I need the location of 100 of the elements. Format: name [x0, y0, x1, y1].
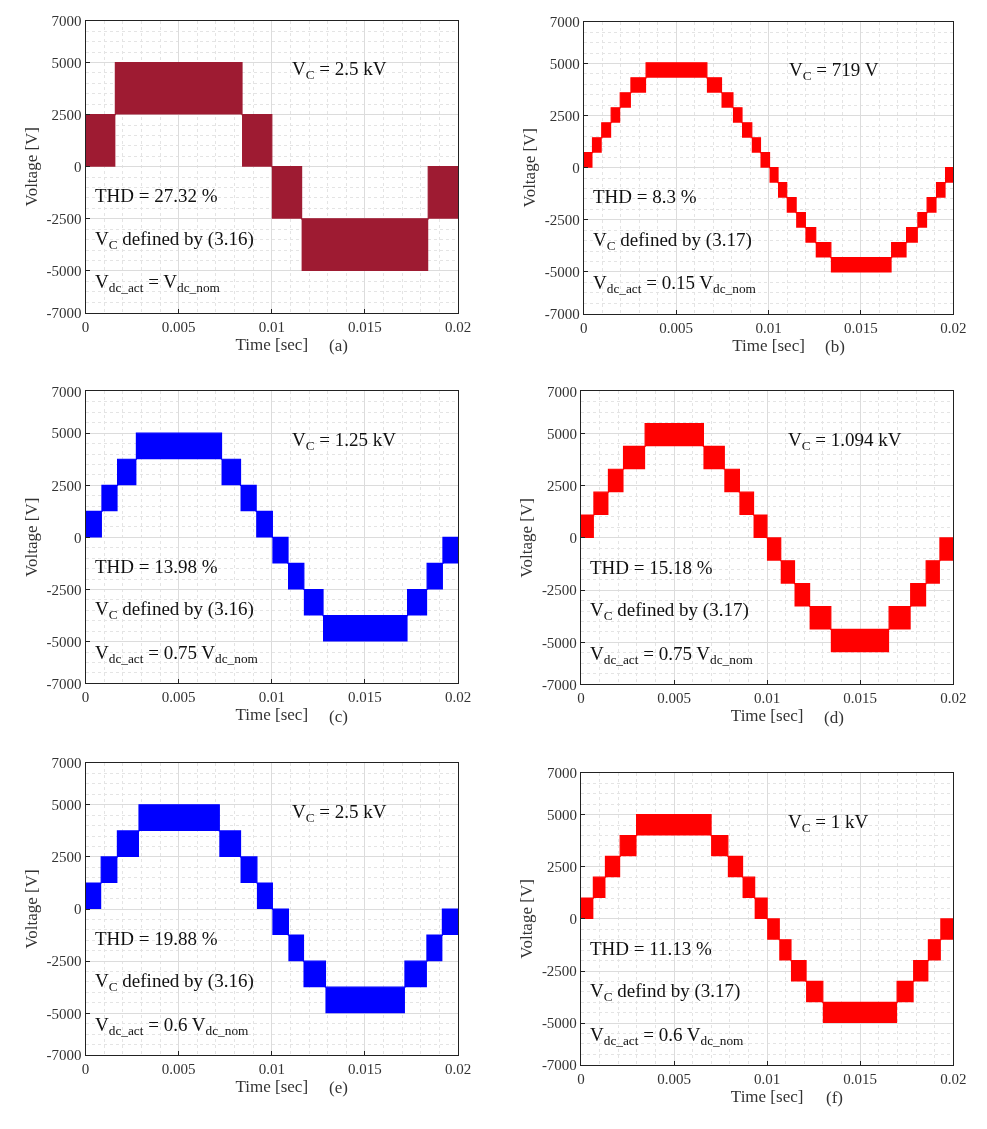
y-tick-label: 7000: [51, 383, 82, 400]
y-axis-title: Voltage [V]: [22, 869, 42, 949]
annotation: THD = 19.88 %: [95, 928, 218, 949]
annotation: V$_{dc_act}$ = 0.6 V$_{dc_nom}$: [95, 1014, 250, 1038]
x-tick-label: 0.005: [659, 319, 694, 336]
y-tick-label: 0: [572, 159, 580, 176]
x-tick-label: 0.02: [444, 689, 472, 706]
y-tick-label: -2500: [541, 582, 577, 599]
x-tick-label: 0.015: [348, 1060, 382, 1077]
y-tick-label: -2500: [541, 963, 577, 980]
y-tick-label: -7000: [541, 676, 577, 693]
x-axis-title: Time [sec]: [235, 705, 309, 725]
annotation: V$_{dc_act}$ = 0.75 V$_{dc_nom}$: [95, 642, 259, 666]
x-tick-label: 0.02: [444, 1060, 472, 1077]
y-tick-label: 7000: [546, 383, 577, 400]
y-tick-label: -7000: [544, 305, 580, 322]
x-tick-label: 0.015: [348, 318, 382, 335]
y-tick-label: 0: [569, 530, 577, 547]
y-tick-label: 5000: [546, 425, 577, 442]
y-tick-label: 0: [569, 911, 577, 928]
y-tick-label: 5000: [549, 55, 580, 72]
annotation: V$_{C}$ defind by (3.17): [590, 980, 741, 1004]
x-tick-label: 0.015: [844, 319, 878, 336]
y-tick-label: -2500: [46, 581, 82, 598]
y-axis-title: Voltage [V]: [517, 879, 537, 959]
x-axis-title: Time [sec]: [235, 334, 309, 354]
annotation: V$_{dc_act}$ = V$_{dc_nom}$: [95, 271, 221, 295]
annotation: V$_{dc_act}$ = 0.75 V$_{dc_nom}$: [590, 643, 754, 667]
y-tick-label: -7000: [46, 304, 82, 321]
annotation: V$_{C}$ = 1.25 kV: [292, 429, 397, 453]
annotation: V$_{C}$ defined by (3.16): [95, 970, 254, 994]
x-tick-label: 0.015: [348, 689, 382, 706]
y-tick-label: 2500: [546, 477, 577, 494]
annotation: V$_{C}$ defined by (3.17): [593, 229, 752, 253]
x-tick-label: 0.02: [940, 1070, 967, 1087]
y-tick-label: 2500: [51, 849, 82, 866]
text: (f): [826, 1088, 843, 1107]
annotation: V$_{dc_act}$ = 0.6 V$_{dc_nom}$: [590, 1024, 745, 1048]
x-tick-label: 0.015: [843, 690, 878, 707]
y-axis-title: Voltage [V]: [22, 497, 42, 578]
annotation: V$_{C}$ = 2.5 kV: [292, 801, 387, 825]
text: (b): [825, 337, 845, 356]
y-tick-label: 5000: [51, 54, 82, 71]
annotation: THD = 13.98 %: [95, 556, 218, 577]
x-tick-label: 0.02: [444, 318, 472, 335]
x-tick-label: 0.01: [755, 319, 782, 336]
y-tick-label: 5000: [546, 806, 577, 823]
x-tick-label: 0.005: [161, 1060, 196, 1077]
y-tick-label: -5000: [46, 1005, 82, 1022]
y-tick-label: 5000: [51, 797, 82, 814]
x-axis-title: Time [sec]: [730, 706, 804, 726]
y-tick-label: 0: [74, 529, 82, 546]
x-tick-label: 0.005: [657, 690, 691, 707]
annotation: V$_{C}$ defined by (3.17): [590, 599, 749, 623]
y-tick-label: 7000: [546, 765, 577, 782]
y-axis-title: Voltage [V]: [22, 126, 42, 207]
x-tick-label: 0.01: [258, 1060, 285, 1077]
text: (d): [824, 708, 844, 727]
annotation: THD = 11.13 %: [590, 938, 713, 959]
x-tick-label: 0.005: [161, 689, 196, 706]
y-tick-label: 5000: [51, 425, 82, 442]
y-tick-label: 0: [74, 158, 82, 175]
y-tick-label: 7000: [549, 14, 580, 31]
x-tick-label: 0.01: [258, 318, 285, 335]
x-axis-title: Time [sec]: [730, 1086, 804, 1106]
y-tick-label: 0: [74, 901, 82, 918]
annotation: V$_{C}$ defined by (3.16): [95, 228, 254, 252]
annotation: V$_{C}$ = 719 V: [789, 59, 879, 83]
text: (c): [329, 707, 348, 726]
y-tick-label: 2500: [51, 106, 82, 123]
y-tick-label: -2500: [46, 211, 82, 228]
annotation: V$_{C}$ = 2.5 kV: [292, 58, 387, 82]
x-tick-label: 0.02: [940, 319, 967, 336]
text: (e): [329, 1078, 348, 1097]
x-axis-title: Time [sec]: [235, 1076, 309, 1096]
annotation: THD = 15.18 %: [590, 557, 713, 578]
y-axis-title: Voltage [V]: [520, 127, 540, 208]
x-tick-label: 0.005: [161, 318, 196, 335]
y-axis-title: Voltage [V]: [517, 498, 537, 578]
x-tick-label: 0.01: [258, 689, 285, 706]
annotation: V$_{dc_act}$ = 0.15 V$_{dc_nom}$: [593, 272, 757, 296]
x-tick-label: 0.005: [657, 1070, 691, 1087]
x-tick-label: 0.015: [843, 1070, 878, 1087]
annotation: V$_{C}$ = 1 kV: [788, 811, 869, 835]
annotation: V$_{C}$ = 1.094 kV: [788, 429, 902, 453]
y-tick-label: -5000: [544, 264, 580, 281]
y-tick-label: -2500: [46, 953, 82, 970]
x-tick-label: 0.01: [754, 1070, 781, 1087]
y-tick-label: -7000: [46, 675, 82, 692]
y-tick-label: -2500: [544, 212, 580, 229]
annotation: THD = 27.32 %: [95, 185, 218, 206]
y-tick-label: 7000: [51, 13, 82, 30]
y-tick-label: -7000: [541, 1057, 577, 1074]
annotation: THD = 8.3 %: [593, 186, 697, 207]
y-tick-label: 7000: [51, 755, 82, 772]
x-axis-title: Time [sec]: [732, 335, 805, 355]
y-tick-label: -5000: [46, 263, 82, 280]
y-tick-label: 2500: [546, 859, 577, 876]
y-tick-label: 2500: [51, 477, 82, 494]
y-tick-label: -5000: [541, 1015, 577, 1032]
